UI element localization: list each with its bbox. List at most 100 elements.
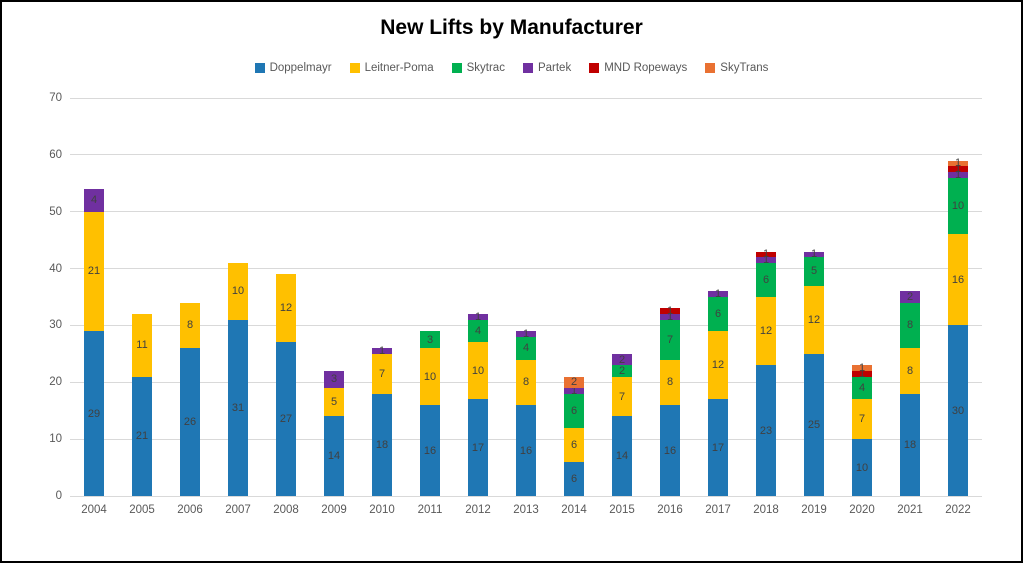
bar-segment	[516, 331, 536, 337]
bar-segment	[756, 297, 776, 366]
bar-segment	[660, 314, 680, 320]
y-axis-tick-label: 0	[55, 490, 62, 502]
bar-segment	[324, 416, 344, 496]
bar-segment	[420, 348, 440, 405]
x-axis-tick-label: 2021	[897, 504, 923, 516]
bar-segment	[180, 348, 200, 496]
legend-swatch-leitner-poma	[349, 63, 360, 73]
legend-swatch-skytrac	[451, 63, 462, 73]
legend-swatch-partek	[522, 63, 533, 73]
x-axis-tick-label: 2022	[945, 504, 971, 516]
bar-segment	[948, 166, 968, 172]
x-axis-tick-label: 2012	[465, 504, 491, 516]
legend-swatch-doppelmayr	[254, 63, 265, 73]
bar-segment	[180, 302, 200, 349]
gridline	[70, 211, 982, 213]
bar-segment	[612, 416, 632, 496]
y-axis-tick-label: 50	[49, 205, 62, 218]
bar-segment	[276, 342, 296, 496]
y-axis-tick-label: 70	[49, 92, 62, 104]
bar-segment	[852, 365, 872, 371]
legend-item: Leitner-Poma	[349, 62, 434, 74]
legend-label: Leitner-Poma	[364, 62, 434, 74]
x-axis-tick-label: 2004	[81, 504, 107, 516]
bar-segment	[84, 188, 104, 212]
bar-segment	[132, 376, 152, 496]
legend-item: MND Ropeways	[589, 62, 687, 74]
bar-segment	[612, 376, 632, 417]
y-axis-tick-label: 60	[49, 148, 62, 161]
x-axis-tick-label: 2020	[849, 504, 875, 516]
x-axis-tick-label: 2016	[657, 504, 683, 516]
legend-swatch-skytrans	[705, 63, 716, 73]
x-axis-tick-label: 2009	[321, 504, 347, 516]
bar-segment	[420, 405, 440, 496]
bar-segment	[372, 348, 392, 354]
legend-label: SkyTrans	[720, 62, 769, 74]
bar-segment	[372, 393, 392, 496]
bar-segment	[564, 376, 584, 388]
bar-segment	[852, 376, 872, 400]
bar-segment	[900, 393, 920, 496]
bar-segment	[84, 331, 104, 496]
gridline	[70, 97, 982, 99]
bar-segment	[804, 257, 824, 286]
bar-segment	[468, 342, 488, 400]
legend-label: Skytrac	[466, 62, 505, 74]
gridline	[70, 324, 982, 326]
bar-segment	[468, 399, 488, 496]
bar-segment	[324, 387, 344, 417]
y-axis-tick-label: 10	[49, 433, 62, 446]
bar-segment	[708, 297, 728, 332]
bar-segment	[900, 348, 920, 394]
bar-segment	[756, 251, 776, 258]
bar-segment	[708, 399, 728, 496]
x-axis-tick-label: 2014	[561, 504, 587, 516]
gridline	[70, 495, 982, 497]
bar-segment	[228, 262, 248, 320]
bar-segment	[756, 257, 776, 263]
bar-segment	[516, 359, 536, 406]
x-axis-tick-label: 2010	[369, 504, 395, 516]
bar-segment	[372, 353, 392, 394]
bar-segment	[564, 427, 584, 462]
legend-label: MND Ropeways	[604, 62, 688, 74]
x-axis-tick-label: 2017	[705, 504, 731, 516]
legend-item: SkyTrans	[705, 62, 768, 74]
bar-segment	[468, 319, 488, 343]
legend-item: Skytrac	[451, 62, 505, 74]
legend-item: Doppelmayr	[254, 62, 332, 74]
gridline	[70, 268, 982, 270]
y-axis-tick-label: 40	[49, 262, 62, 275]
bar-segment	[228, 319, 248, 496]
bar-segment	[948, 177, 968, 235]
legend-label: Doppelmayr	[269, 62, 332, 74]
x-axis-tick-label: 2013	[513, 504, 539, 516]
x-axis-tick-label: 2015	[609, 504, 635, 516]
bar-segment	[948, 325, 968, 496]
x-axis-tick-label: 2005	[129, 504, 155, 516]
bar-segment	[948, 160, 968, 167]
bar-segment	[756, 365, 776, 496]
x-axis-tick-label: 2006	[177, 504, 203, 516]
bar-segment	[852, 399, 872, 440]
bar-segment	[660, 319, 680, 360]
bar-segment	[804, 251, 824, 258]
bar-segment	[660, 359, 680, 406]
legend-label: Partek	[537, 62, 572, 74]
bar-segment	[324, 370, 344, 388]
chart-title: New Lifts by Manufacturer	[380, 16, 643, 39]
bar-segment	[660, 308, 680, 315]
bar-segment	[564, 387, 584, 394]
x-axis-tick-label: 2019	[801, 504, 827, 516]
bar-segment	[612, 365, 632, 377]
x-axis-tick-label: 2007	[225, 504, 251, 516]
x-axis-tick-label: 2008	[273, 504, 299, 516]
bar-segment	[84, 211, 104, 332]
bar-segment	[804, 353, 824, 496]
bar-segment	[852, 370, 872, 377]
y-axis-tick-label: 20	[49, 376, 62, 389]
legend: Doppelmayr Leitner-Poma Skytrac Partek MND R…	[2, 62, 1021, 74]
bar-segment	[612, 353, 632, 366]
